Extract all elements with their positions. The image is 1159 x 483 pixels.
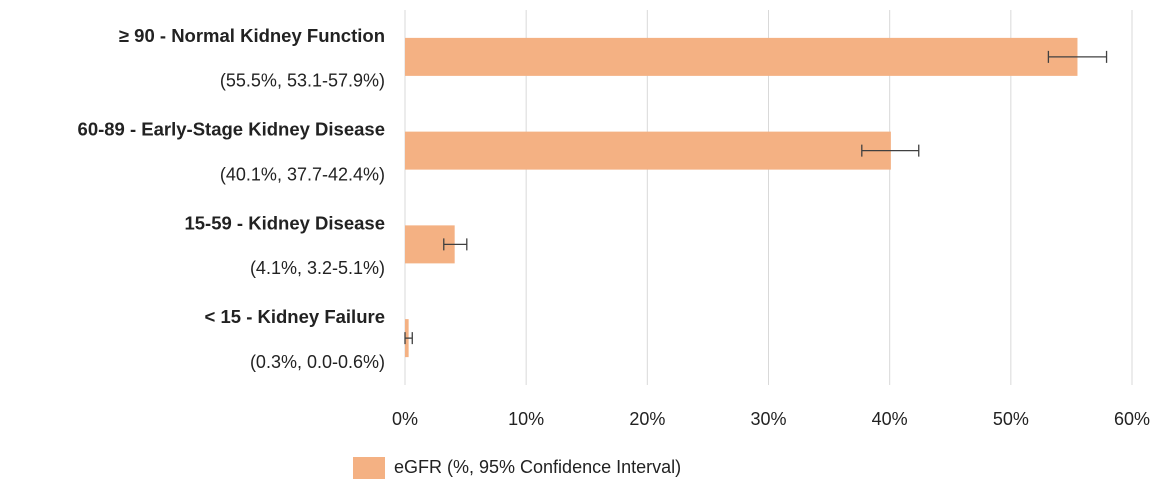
bar: [405, 131, 891, 170]
x-tick-label: 60%: [1114, 409, 1150, 429]
category-label: ≥ 90 - Normal Kidney Function: [119, 25, 385, 46]
x-tick-label: 0%: [392, 409, 418, 429]
x-tick-label: 10%: [508, 409, 544, 429]
value-label: (55.5%, 53.1-57.9%): [220, 71, 385, 91]
bar: [405, 37, 1078, 76]
value-label: (4.1%, 3.2-5.1%): [250, 258, 385, 278]
x-tick-label: 50%: [993, 409, 1029, 429]
x-tick-label: 30%: [750, 409, 786, 429]
category-label: 60-89 - Early-Stage Kidney Disease: [78, 119, 385, 140]
value-label: (0.3%, 0.0-0.6%): [250, 352, 385, 372]
legend-swatch: [353, 457, 385, 479]
x-tick-label: 20%: [629, 409, 665, 429]
category-label: < 15 - Kidney Failure: [205, 306, 385, 327]
legend-label: eGFR (%, 95% Confidence Interval): [394, 457, 681, 477]
value-label: (40.1%, 37.7-42.4%): [220, 164, 385, 184]
category-label: 15-59 - Kidney Disease: [184, 212, 385, 233]
x-tick-label: 40%: [872, 409, 908, 429]
